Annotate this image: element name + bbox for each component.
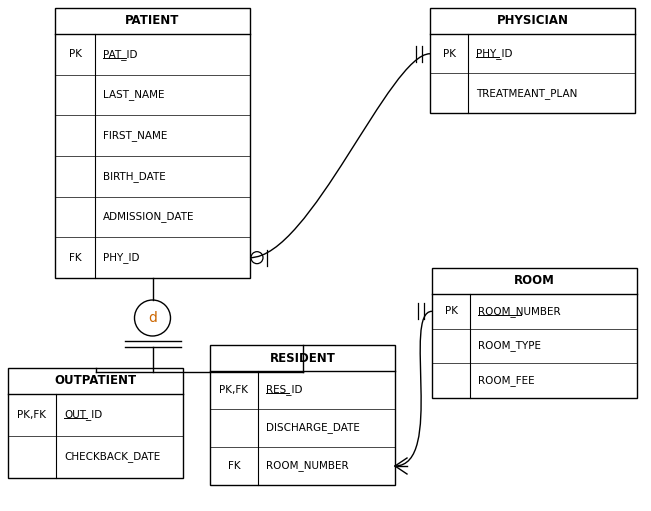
Text: PK,FK: PK,FK (219, 385, 249, 395)
Text: PHY_ID: PHY_ID (476, 49, 512, 59)
Text: RES_ID: RES_ID (266, 385, 303, 396)
Text: TREATMEANT_PLAN: TREATMEANT_PLAN (476, 88, 577, 99)
Text: ROOM_NUMBER: ROOM_NUMBER (266, 460, 349, 472)
Text: ADMISSION_DATE: ADMISSION_DATE (103, 212, 195, 222)
Bar (210, 345, 395, 485)
Text: CHECKBACK_DATE: CHECKBACK_DATE (64, 452, 160, 462)
Text: PHY_ID: PHY_ID (103, 252, 139, 263)
Text: PK: PK (68, 50, 81, 59)
Bar (432, 268, 637, 398)
Text: PK: PK (443, 49, 456, 59)
Bar (430, 8, 635, 113)
Text: DISCHARGE_DATE: DISCHARGE_DATE (266, 423, 360, 433)
Text: FK: FK (69, 252, 81, 263)
Text: ROOM_FEE: ROOM_FEE (478, 375, 534, 386)
Text: PK,FK: PK,FK (18, 410, 46, 420)
Text: PATIENT: PATIENT (125, 14, 180, 28)
Text: FK: FK (228, 461, 240, 471)
Text: RESIDENT: RESIDENT (270, 352, 335, 364)
Text: PHYSICIAN: PHYSICIAN (497, 14, 568, 28)
Text: ROOM_TYPE: ROOM_TYPE (478, 340, 541, 352)
Text: BIRTH_DATE: BIRTH_DATE (103, 171, 166, 182)
Text: OUT_ID: OUT_ID (64, 409, 102, 421)
Text: FIRST_NAME: FIRST_NAME (103, 130, 167, 141)
Bar (8, 368, 183, 478)
Text: ROOM: ROOM (514, 274, 555, 288)
Text: ROOM_NUMBER: ROOM_NUMBER (478, 306, 561, 317)
Bar (55, 8, 250, 278)
Text: OUTPATIENT: OUTPATIENT (55, 375, 137, 387)
Text: PK: PK (445, 306, 458, 316)
Text: LAST_NAME: LAST_NAME (103, 89, 165, 101)
Text: d: d (148, 311, 157, 325)
Text: PAT_ID: PAT_ID (103, 49, 137, 60)
